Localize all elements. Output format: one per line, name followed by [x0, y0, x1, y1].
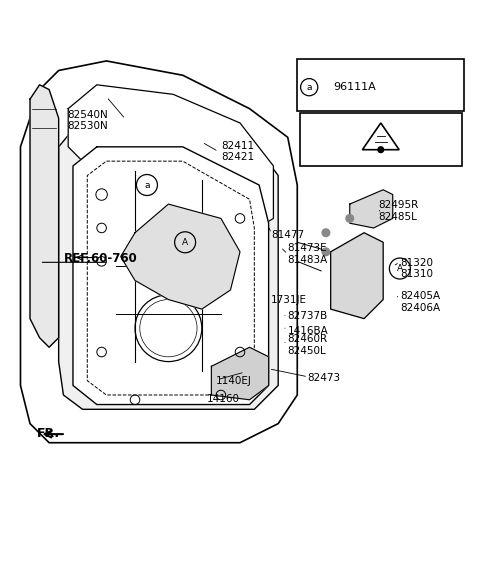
Polygon shape [331, 233, 383, 318]
Text: a: a [306, 83, 312, 92]
Text: 1731JE: 1731JE [271, 295, 307, 304]
Text: REF.60-760: REF.60-760 [63, 252, 137, 266]
Circle shape [378, 147, 384, 153]
Text: A: A [397, 264, 403, 273]
Text: 82460R
82450L: 82460R 82450L [288, 334, 328, 356]
FancyBboxPatch shape [297, 59, 464, 111]
Text: 14160: 14160 [206, 394, 240, 404]
Text: 82737B: 82737B [288, 311, 328, 321]
Circle shape [346, 215, 354, 222]
Text: 81473E
81483A: 81473E 81483A [288, 244, 328, 265]
Polygon shape [21, 61, 297, 443]
Text: 96111A: 96111A [333, 82, 376, 92]
Circle shape [322, 248, 330, 256]
Polygon shape [30, 85, 59, 347]
Text: 82405A
82406A: 82405A 82406A [400, 291, 440, 313]
Polygon shape [59, 99, 278, 409]
Circle shape [322, 229, 330, 237]
Polygon shape [68, 85, 274, 233]
Polygon shape [120, 204, 240, 309]
Text: A: A [182, 238, 188, 246]
Text: 81320
81310: 81320 81310 [400, 258, 433, 280]
Polygon shape [211, 347, 269, 400]
Text: 82495R
82485L: 82495R 82485L [378, 201, 419, 222]
Text: 82473: 82473 [307, 374, 340, 383]
Text: 82540N
82530N: 82540N 82530N [67, 110, 108, 132]
Text: FR.: FR. [37, 427, 60, 440]
Polygon shape [73, 147, 269, 404]
Text: 1140EJ: 1140EJ [216, 376, 252, 386]
Text: a: a [144, 180, 150, 190]
Text: 82411
82421: 82411 82421 [221, 141, 254, 162]
FancyBboxPatch shape [300, 114, 462, 166]
Text: 81477: 81477 [271, 230, 304, 240]
Text: 1416BA: 1416BA [288, 325, 328, 336]
Polygon shape [350, 190, 393, 228]
